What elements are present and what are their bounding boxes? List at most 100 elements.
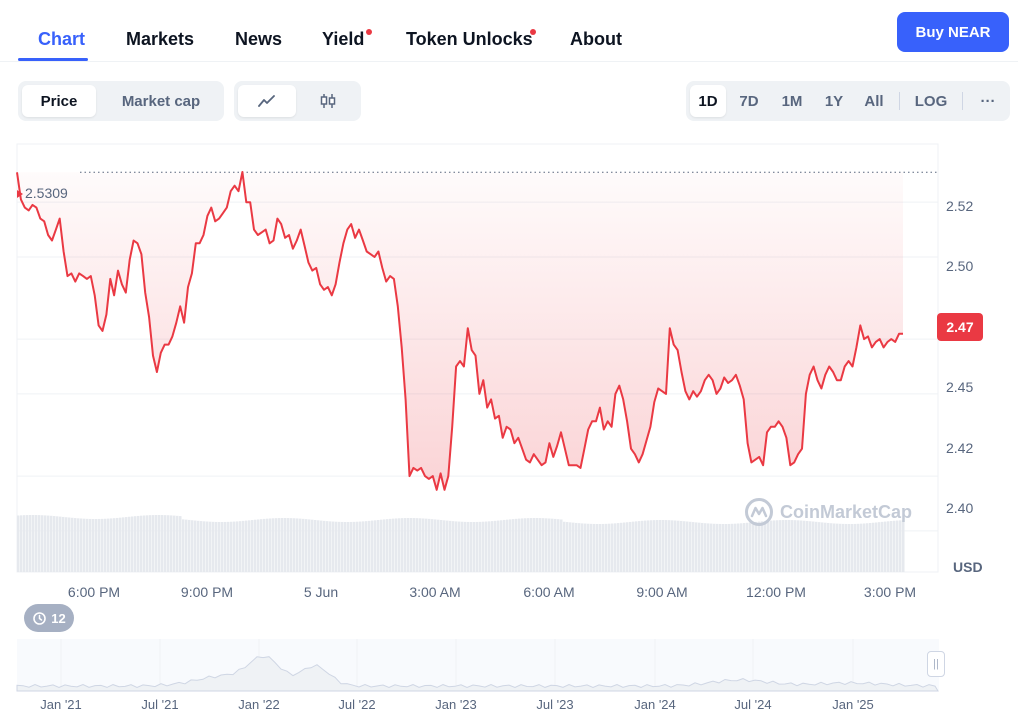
log-scale-button[interactable]: LOG [914, 92, 948, 110]
volume-bar [710, 523, 713, 572]
volume-bar [44, 515, 47, 572]
volume-bar [821, 522, 824, 572]
open-price-label: 2.5309 [25, 185, 68, 201]
navigator-drag-handle[interactable]: || [927, 651, 945, 677]
volume-bar [257, 519, 260, 572]
volume-bar [482, 521, 485, 572]
volume-bar [182, 519, 185, 572]
volume-bar [305, 519, 308, 572]
more-options-button[interactable]: ··· [980, 92, 996, 110]
tab-news[interactable]: News [235, 29, 283, 49]
volume-bar [284, 518, 287, 572]
x-tick-label: 3:00 AM [409, 584, 461, 600]
tab-markets[interactable]: Markets [126, 29, 195, 49]
top-tabs: Chart Markets News Yield Token Unlocks A… [0, 0, 1018, 62]
volume-bar [98, 518, 101, 572]
volume-bar [77, 518, 80, 572]
volume-bar [740, 523, 743, 572]
volume-bar [404, 518, 407, 572]
volume-bar [290, 518, 293, 572]
volume-bar [440, 520, 443, 572]
volume-bar [443, 520, 446, 572]
tab-chart[interactable]: Chart [38, 29, 86, 49]
volume-bar [842, 523, 845, 572]
volume-bar [359, 521, 362, 572]
market-cap-toggle-button[interactable]: Market cap [121, 92, 201, 110]
volume-bar [56, 516, 59, 572]
volume-bar [383, 519, 386, 572]
volume-bar [188, 519, 191, 572]
volume-bar [152, 515, 155, 572]
volume-bar [386, 519, 389, 572]
volume-bar [245, 520, 248, 572]
volume-bar [812, 521, 815, 572]
tab-about[interactable]: About [570, 29, 622, 49]
events-toggle-badge[interactable]: 12 [24, 604, 74, 632]
volume-bar [191, 520, 194, 572]
volume-bar [881, 521, 884, 572]
x-tick-label: 9:00 AM [636, 584, 688, 600]
volume-bar [260, 519, 263, 572]
volume-bar [587, 523, 590, 572]
volume-bar [410, 518, 413, 572]
volume-bar [155, 515, 158, 572]
volume-bar [329, 521, 332, 572]
volume-bar [104, 518, 107, 572]
volume-bar [833, 523, 836, 572]
volume-bar [713, 523, 716, 572]
x-tick-label: 12:00 PM [746, 584, 806, 600]
volume-bar [725, 523, 728, 572]
volume-bar [368, 520, 371, 572]
candlestick-chart-button[interactable] [300, 85, 356, 117]
volume-bar [590, 523, 593, 572]
volume-bar [80, 518, 83, 572]
volume-bar [149, 515, 152, 572]
token-unlocks-notification-dot [530, 29, 536, 35]
range-1m-button[interactable]: 1M [781, 92, 803, 110]
range-7d-button[interactable]: 7D [739, 92, 759, 110]
line-chart-button[interactable] [238, 85, 296, 117]
range-1y-button[interactable]: 1Y [824, 92, 844, 110]
volume-bar [845, 523, 848, 572]
volume-bar [218, 521, 221, 572]
volume-bar [272, 518, 275, 572]
volume-bar [596, 523, 599, 572]
coinmarketcap-watermark: CoinMarketCap [744, 497, 912, 527]
volume-bar [803, 520, 806, 572]
volume-bar [743, 523, 746, 572]
price-toggle-button[interactable]: Price [22, 85, 96, 117]
volume-bar [791, 520, 794, 572]
range-1d-button[interactable]: 1D [690, 85, 726, 117]
volume-bar [665, 520, 668, 572]
tab-yield[interactable]: Yield [322, 29, 365, 49]
tab-token-unlocks[interactable]: Token Unlocks [406, 29, 533, 49]
volume-bar [695, 522, 698, 572]
buy-near-button[interactable]: Buy NEAR [897, 12, 1009, 52]
volume-bar [758, 521, 761, 572]
navigator-tick-label: Jan '24 [634, 697, 676, 712]
volume-bar [878, 522, 881, 572]
volume-bar [17, 515, 20, 572]
volume-bar [53, 516, 56, 572]
volume-bar [65, 517, 68, 572]
volume-bar [650, 520, 653, 572]
range-all-button[interactable]: All [864, 92, 884, 110]
volume-bar [314, 519, 317, 572]
price-area-fill [17, 172, 903, 490]
range-navigator[interactable] [0, 635, 1018, 695]
volume-bar [860, 523, 863, 572]
volume-bar [470, 521, 473, 572]
volume-bar [431, 519, 434, 572]
volume-bar [419, 518, 422, 572]
volume-bar [581, 523, 584, 572]
volume-bar [227, 521, 230, 572]
volume-bar [848, 523, 851, 572]
volume-bar [299, 518, 302, 572]
volume-bar [692, 522, 695, 572]
price-line-down [16, 171, 903, 491]
price-chart[interactable] [0, 140, 1018, 610]
volume-bar [539, 518, 542, 572]
open-price-marker [17, 190, 23, 198]
volume-bar [578, 523, 581, 572]
volume-bar [173, 515, 176, 572]
